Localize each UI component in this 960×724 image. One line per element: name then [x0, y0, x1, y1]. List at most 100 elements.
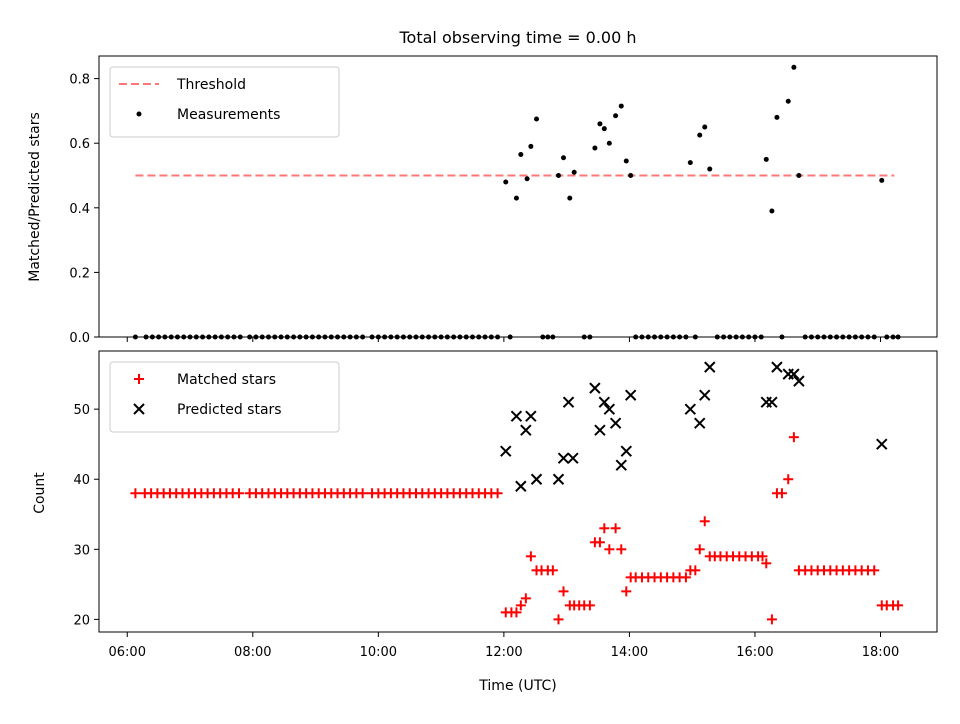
measurement-point [879, 177, 885, 183]
ytick-label: 0.4 [69, 202, 90, 217]
measurement-point [534, 116, 540, 122]
predicted-star-point [562, 396, 575, 408]
predicted-star-b [771, 361, 783, 373]
ytick-label: 50 [73, 403, 90, 418]
predicted-star-b [500, 445, 512, 457]
matched-star-point [869, 565, 880, 576]
matched-star-point [766, 614, 777, 625]
predicted-star-b [603, 403, 616, 415]
ytick-label: 30 [73, 543, 90, 558]
predicted-star-point [598, 396, 611, 408]
predicted-star-b [699, 389, 711, 401]
measurement-point [785, 98, 791, 104]
matched-star-point [699, 516, 710, 527]
measurement-point [687, 160, 693, 166]
predicted-star-b [624, 389, 637, 401]
predicted-star-point [620, 445, 632, 457]
plot-frame [98, 350, 938, 633]
predicted-star-point [699, 389, 711, 401]
ytick-label: 0.2 [69, 266, 90, 281]
predicted-star-b [620, 445, 632, 457]
predicted-star-point [500, 445, 512, 457]
measurement-point [555, 173, 561, 179]
predicted-star-point [766, 396, 778, 408]
measurement-point [503, 179, 509, 185]
predicted-star-b [598, 396, 611, 408]
measurement-point [796, 173, 802, 179]
predicted-star-point [684, 403, 697, 415]
predicted-star-point [624, 389, 637, 401]
bottom-panel: 20 30 40 50 06:00 08:00 10:00 12:00 14:00 16:00 18… [73, 350, 938, 660]
xtick-label: 08:00 [234, 645, 271, 660]
matched-star-point [757, 551, 768, 562]
matched-star-point [599, 523, 610, 534]
measurement-point [791, 64, 797, 70]
predicted-star-point [704, 361, 716, 373]
predicted-star-b [788, 368, 800, 380]
predicted-star-point [589, 382, 601, 394]
predicted-star-b [594, 424, 606, 436]
measurement-point [597, 121, 603, 127]
measurement-point [528, 143, 534, 149]
predicted-star-point [603, 403, 616, 415]
legend: Threshold Measurements [109, 66, 340, 138]
predicted-star-point [615, 459, 627, 471]
legend-label: Measurements [177, 107, 280, 123]
xtick-label: 12:00 [485, 645, 522, 660]
legend-box [109, 361, 340, 433]
legend-predicted-swatch [133, 403, 145, 415]
xtick-label: 10:00 [360, 645, 397, 660]
predicted-star-point [771, 361, 783, 373]
xtick-label: 18:00 [862, 645, 899, 660]
matched-star-point [357, 488, 368, 499]
plot-frame [98, 55, 938, 338]
measurement-point [518, 152, 524, 158]
predicted-star-point [567, 452, 579, 464]
predicted-star-b [793, 375, 805, 387]
predicted-star-point [694, 417, 706, 429]
matched-star-point [558, 586, 569, 597]
matched-star-point [680, 572, 691, 583]
matched-star-point [515, 600, 526, 611]
top-ylabel: Matched/Predicted stars [27, 112, 43, 282]
measurement-point [513, 195, 519, 201]
matched-star-point [761, 558, 772, 569]
predicted-star-point [788, 368, 800, 380]
predicted-star-b [609, 417, 622, 429]
ytick-label: 0.0 [69, 331, 90, 346]
bottom-ylabel: Count [32, 472, 48, 514]
matched-star-point [690, 565, 701, 576]
predicted-star-b [552, 473, 565, 485]
predicted-star-b [694, 417, 706, 429]
legend-label: Matched stars [177, 372, 276, 388]
legend-label: Threshold [176, 77, 246, 93]
predicted-star-b [615, 459, 627, 471]
ytick-label: 20 [73, 613, 90, 628]
matched-star-point [584, 600, 595, 611]
matched-star-point [893, 600, 904, 611]
predicted-star-point [876, 438, 888, 450]
xtick-label: 16:00 [736, 645, 773, 660]
predicted-star-point [530, 473, 543, 485]
predicted-star-b [876, 438, 888, 450]
measurement-point [769, 208, 775, 214]
measurement-point [707, 166, 713, 172]
matched-star-point [511, 607, 522, 618]
predicted-star-b [766, 396, 778, 408]
bottom-xlabel: Time (UTC) [478, 678, 556, 694]
predicted-star-b [684, 403, 697, 415]
matched-star-point [788, 432, 799, 443]
predicted-star-point [594, 424, 606, 436]
measurement-point [567, 195, 573, 201]
legend-box [109, 66, 340, 138]
measurement-point [601, 126, 607, 132]
ytick-label: 40 [73, 473, 90, 488]
measurement-point [618, 103, 624, 109]
predicted-star-b [530, 473, 543, 485]
matched-star-point [776, 488, 787, 499]
predicted-star-point [525, 410, 537, 422]
predicted-star-b [525, 410, 537, 422]
chart-title: Total observing time = 0.00 h [398, 28, 636, 47]
legend-measurement-swatch [136, 111, 142, 117]
